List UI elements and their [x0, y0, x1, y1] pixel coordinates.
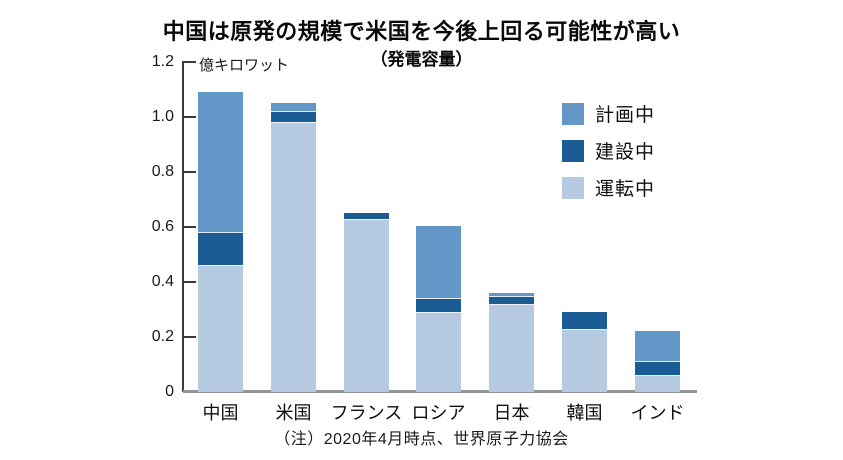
- y-tick-label: 1.0: [151, 108, 174, 125]
- bar-segment-計画中: [635, 331, 680, 361]
- bar-segment-運転中: [635, 375, 680, 392]
- bar-米国: [271, 103, 316, 392]
- legend-swatch-icon: [562, 139, 584, 162]
- bar-segment-建設中: [562, 312, 607, 329]
- y-tick-mark: [183, 116, 196, 118]
- bar-インド: [635, 331, 680, 392]
- bar-segment-建設中: [489, 296, 534, 304]
- y-tick-mark: [183, 281, 196, 283]
- bar-segment-計画中: [416, 226, 461, 298]
- y-tick-mark: [183, 226, 196, 228]
- y-tick-label: 0.4: [151, 273, 174, 290]
- legend-swatch-icon: [562, 176, 584, 199]
- bar-segment-運転中: [562, 329, 607, 392]
- bar-segment-建設中: [271, 111, 316, 122]
- bar-segment-建設中: [198, 232, 243, 265]
- x-category-label: 中国: [202, 403, 239, 423]
- chart-subtitle: （発電容量）: [370, 50, 473, 69]
- bar-ロシア: [416, 226, 461, 392]
- x-category-label: 米国: [275, 403, 312, 423]
- source-note: （注）2020年4月時点、世界原子力協会: [274, 431, 569, 448]
- x-category-label: ロシア: [411, 403, 466, 423]
- legend-label: 運転中: [595, 179, 656, 200]
- bar-segment-建設中: [344, 213, 389, 219]
- legend-label: 建設中: [595, 142, 656, 163]
- legend-label: 計画中: [595, 105, 656, 126]
- y-tick-label: 0: [165, 383, 174, 400]
- x-category-label: フランス: [330, 403, 403, 423]
- y-tick-label: 0.8: [151, 163, 174, 180]
- bar-韓国: [562, 312, 607, 392]
- bar-フランス: [344, 213, 389, 392]
- legend-swatch-icon: [562, 102, 584, 125]
- y-tick-label: 0.6: [151, 218, 174, 235]
- chart-title: 中国は原発の規模で米国を今後上回る可能性が高い: [162, 19, 681, 44]
- bar-segment-建設中: [416, 298, 461, 312]
- bar-segment-運転中: [198, 265, 243, 392]
- bar-segment-運転中: [489, 304, 534, 392]
- y-axis-unit-label: 億キロワット: [199, 57, 290, 74]
- x-category-label: 日本: [493, 403, 530, 423]
- legend-item: 運転中: [562, 174, 655, 201]
- x-category-label: インド: [630, 403, 685, 423]
- bar-segment-計画中: [489, 293, 534, 296]
- legend-item: 建設中: [562, 137, 655, 164]
- bar-segment-建設中: [635, 361, 680, 375]
- plot-area: [183, 61, 697, 392]
- legend-item: 計画中: [562, 100, 655, 127]
- bar-segment-計画中: [271, 103, 316, 111]
- bar-segment-運転中: [416, 312, 461, 392]
- y-tick-mark: [183, 171, 196, 173]
- y-tick-label: 0.2: [151, 328, 174, 345]
- bar-日本: [489, 293, 534, 392]
- legend: 計画中 建設中 運転中: [562, 100, 655, 211]
- x-category-label: 韓国: [566, 403, 603, 423]
- y-tick-label: 1.2: [151, 53, 174, 70]
- bar-中国: [198, 92, 243, 392]
- bar-segment-計画中: [198, 92, 243, 232]
- y-tick-mark: [183, 61, 196, 63]
- bar-segment-運転中: [271, 122, 316, 392]
- bar-segment-運転中: [344, 219, 389, 392]
- y-tick-mark: [183, 336, 196, 338]
